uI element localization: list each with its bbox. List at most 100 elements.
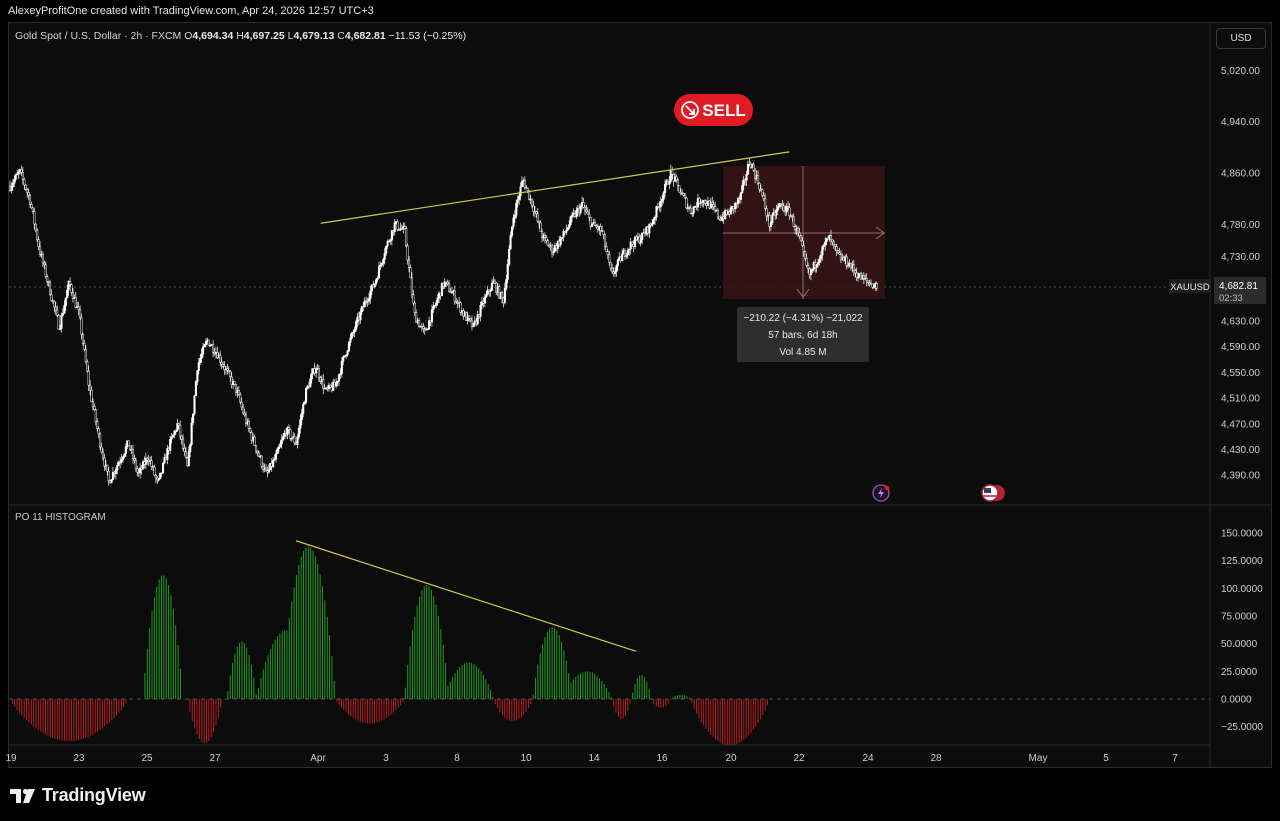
candle xyxy=(608,250,611,266)
candle xyxy=(589,216,592,230)
time-tick-label: 10 xyxy=(520,753,532,764)
candle xyxy=(256,450,259,457)
candle xyxy=(839,250,843,264)
candle xyxy=(832,240,835,249)
candle xyxy=(815,264,818,273)
candle xyxy=(37,236,40,251)
candle xyxy=(267,464,270,474)
price-tick-label: 4,780.00 xyxy=(1221,220,1260,231)
candle xyxy=(628,248,631,256)
candle xyxy=(662,190,665,204)
candle xyxy=(124,443,127,457)
candle xyxy=(69,277,72,287)
candle xyxy=(282,433,285,442)
candle xyxy=(150,455,153,470)
candle xyxy=(293,433,296,446)
close-value: 4,682.81 xyxy=(344,30,386,42)
indicator-tick-label: 0.0000 xyxy=(1221,695,1252,706)
countdown-value: 02:33 xyxy=(1219,293,1243,304)
candle xyxy=(226,364,229,375)
candle xyxy=(262,462,265,473)
candle xyxy=(127,440,130,447)
candle xyxy=(119,456,122,469)
candle xyxy=(546,238,549,246)
candle xyxy=(871,283,874,290)
candle xyxy=(776,202,780,212)
candle xyxy=(204,337,207,348)
sell-badge[interactable]: SELL xyxy=(674,94,753,126)
candle xyxy=(520,176,524,188)
candle xyxy=(300,408,303,426)
candle xyxy=(716,208,720,221)
candle xyxy=(510,226,514,239)
candle xyxy=(675,174,678,183)
candle xyxy=(101,448,105,461)
candle xyxy=(174,429,177,435)
candle xyxy=(712,200,715,211)
measure-tooltip-line1: −210.22 (−4.31%) −21,022 xyxy=(743,313,863,324)
candle xyxy=(551,243,554,258)
candle xyxy=(539,220,542,232)
candle xyxy=(676,178,679,192)
candle xyxy=(349,333,352,347)
candle xyxy=(244,411,248,427)
time-tick-label: 8 xyxy=(454,753,460,764)
candle xyxy=(653,215,657,226)
attribution-bar: AlexeyProfitOne created with TradingView… xyxy=(0,0,1280,22)
high-label: H xyxy=(236,30,244,42)
candle xyxy=(611,263,614,274)
indicator-axis: 150.0000 125.0000 100.0000 75.0000 50.0000 25… xyxy=(1221,529,1263,734)
candle xyxy=(585,204,588,214)
candle xyxy=(272,456,275,469)
candle xyxy=(798,227,801,240)
candle xyxy=(27,188,30,201)
candle xyxy=(648,223,651,239)
chart-frame[interactable] xyxy=(8,22,1272,768)
candle xyxy=(855,267,858,282)
candle xyxy=(781,200,784,211)
candle xyxy=(280,434,283,449)
candle xyxy=(134,457,137,472)
candle xyxy=(366,297,369,307)
candle xyxy=(792,213,795,228)
candle xyxy=(24,184,27,192)
candle xyxy=(114,467,117,480)
candle xyxy=(709,197,712,209)
low-label: L xyxy=(287,30,294,42)
candle xyxy=(289,428,292,441)
candle xyxy=(194,380,197,397)
candle xyxy=(775,204,778,219)
candle xyxy=(450,286,453,294)
candle xyxy=(17,169,20,180)
event-icons[interactable] xyxy=(872,484,1005,502)
candle xyxy=(799,234,802,242)
tradingview-logo[interactable]: TradingView xyxy=(10,785,146,806)
candle xyxy=(518,191,521,205)
sell-arrow-icon-path xyxy=(685,105,695,115)
candle xyxy=(337,373,341,387)
candle xyxy=(591,223,594,228)
candle xyxy=(771,212,774,226)
candle xyxy=(336,380,339,387)
candle xyxy=(63,300,66,314)
candle xyxy=(322,373,325,395)
symbol-legend[interactable]: Gold Spot / U.S. Dollar · 2h · FXCM O4,6… xyxy=(15,30,466,42)
sell-badge-label: SELL xyxy=(702,101,745,120)
candle xyxy=(822,243,825,250)
candle xyxy=(54,301,57,316)
price-tick-label: 4,550.00 xyxy=(1221,368,1260,379)
candle xyxy=(66,284,69,299)
currency-button[interactable]: USD xyxy=(1216,28,1266,49)
candle xyxy=(659,196,662,213)
candle xyxy=(106,464,109,476)
low-value: 4,679.13 xyxy=(293,30,335,42)
candle xyxy=(176,418,179,433)
candle xyxy=(625,252,628,259)
time-tick-label: 28 xyxy=(930,753,942,764)
candle xyxy=(166,445,169,465)
candle xyxy=(593,218,597,226)
candle xyxy=(335,378,338,389)
candle xyxy=(552,247,555,256)
candle xyxy=(227,366,230,374)
